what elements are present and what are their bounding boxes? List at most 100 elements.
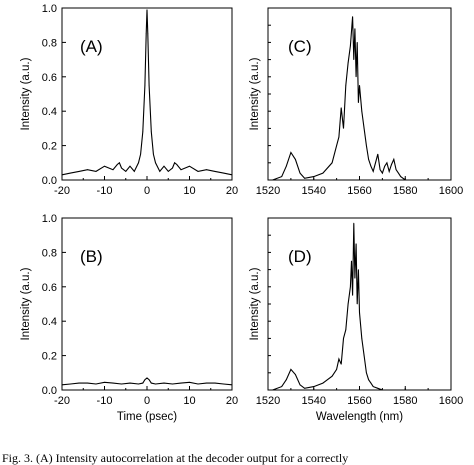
panel-c-xtick-label: 1540: [302, 185, 326, 197]
panel-c: 1520 1540 1560 1580 1600 Intensity (a.u.) (C): [249, 7, 463, 197]
panel-c-data-point: [353, 59, 355, 60]
panel-d-data-point: [345, 329, 347, 331]
panel-a-xtick-label: 20: [226, 185, 238, 197]
panel-d-data-point: [281, 386, 283, 387]
panel-b-data-point: [146, 377, 148, 379]
panel-d-data-point: [304, 387, 305, 389]
panel-d-xtick-label: 1560: [347, 395, 371, 407]
panel-b-ytick-label: 0.6: [42, 282, 57, 294]
panel-a-data-point: [180, 169, 182, 171]
panel-c-data-point: [299, 172, 301, 174]
panel-c-data-point: [381, 172, 383, 174]
panel-c-data-point: [397, 172, 399, 174]
panel-c-data-point: [368, 158, 370, 160]
panel-a-label: (A): [80, 37, 103, 56]
panel-d-data-point: [370, 382, 372, 384]
panel-c-data-point: [347, 62, 349, 64]
panel-a-data-point: [152, 153, 154, 155]
panel-a-data-point: [61, 174, 63, 176]
panel-c-data-point: [336, 145, 338, 147]
panel-c-data-point: [414, 179, 415, 181]
panel-a-data-point: [116, 164, 118, 165]
panel-d-data-point: [313, 386, 315, 387]
panel-d-data-point: [343, 338, 344, 339]
panel-a-data-point: [140, 153, 142, 155]
panel-c-data-point: [388, 171, 390, 172]
panel-d-data-point: [353, 222, 355, 224]
panel-c-data-point: [379, 169, 381, 171]
panel-d-data-point: [340, 363, 342, 365]
panel-a-data-point: [150, 131, 152, 133]
panel-d-data-point: [357, 269, 359, 270]
panel-d-data-point: [361, 338, 363, 339]
panel-d-data-point: [272, 389, 273, 391]
panel-d-data-point: [299, 384, 301, 386]
panel-c-data-point: [281, 176, 283, 177]
panel-a-series-line: [61, 9, 233, 176]
panel-c-ylabel: Intensity (a.u.): [249, 57, 261, 130]
panel-a-data-point: [174, 162, 176, 164]
panel-b-data-point: [231, 384, 233, 386]
panel-d-series-line: [272, 223, 394, 391]
panel-c-data-point: [331, 162, 333, 164]
panel-b-xtick-label: 10: [183, 395, 195, 407]
panel-b-data-point: [129, 382, 131, 384]
panel-a-data-point: [145, 33, 147, 35]
figure-caption: Fig. 3. (A) Intensity autocorrelation at…: [2, 451, 348, 465]
panel-b-xlabel: Time (psec): [117, 411, 177, 423]
panel-d-data-point: [352, 295, 354, 296]
panel-b-data-point: [121, 383, 122, 385]
panel-b-ytick-label: 0.0: [42, 385, 57, 397]
panel-a-data-point: [176, 164, 178, 165]
panel-c-xtick-label: 1520: [256, 185, 280, 197]
panel-a-data-point: [125, 171, 127, 172]
panel-d-xtick-label: 1540: [302, 395, 326, 407]
panel-a-data-point: [172, 167, 173, 169]
panel-c-data-point: [313, 176, 315, 177]
panel-a-data-point: [129, 165, 131, 167]
panel-d-data-point: [363, 355, 365, 356]
panel-a-data-point: [155, 162, 156, 164]
panel-c-data-point: [375, 162, 376, 164]
panel-c-data-point: [304, 177, 305, 179]
panel-c-data-point: [384, 165, 386, 167]
panel-a-data-point: [167, 171, 169, 172]
panel-c-data-point: [295, 158, 296, 160]
panel-a-data-point: [146, 9, 148, 11]
panel-d-data-point: [393, 389, 395, 391]
panel-b-data-point: [214, 382, 216, 384]
panel-b-xtick-label: 0: [144, 395, 150, 407]
panel-c-data-point: [391, 164, 392, 165]
panel-b-data-point: [180, 382, 182, 384]
panel-a-xtick-label: -20: [54, 185, 70, 197]
panel-a-data-point: [78, 171, 80, 172]
panel-a-data-point: [87, 169, 88, 171]
panel-d-data-point: [290, 368, 292, 370]
panel-c-data-point: [356, 42, 358, 43]
panel-d-data-point: [351, 260, 352, 262]
panel-d-xtick-label: 1580: [393, 395, 417, 407]
panel-a: -20 -10 0 10 20 0.0 0.2 0.4 0.6 0.8 1.0 Intensity (…: [20, 3, 238, 197]
panel-a-data-point: [148, 85, 150, 86]
panel-c-data-point: [359, 85, 360, 86]
panel-d-data-point: [285, 379, 287, 381]
panel-a-ytick-label: 0.2: [42, 141, 57, 153]
panel-b-data-point: [144, 379, 146, 381]
panel-c-data-point: [355, 76, 357, 78]
panel-a-data-point: [189, 165, 190, 167]
panel-d-data-point: [372, 386, 374, 387]
panel-c-data-point: [370, 165, 372, 167]
panel-c-data-point: [363, 127, 365, 129]
panel-b-data-point: [197, 383, 199, 385]
panel-d: 1520 1540 1560 1580 1600 Intensity (a.u.) Wave…: [249, 217, 463, 423]
panel-a-ytick-label: 0.6: [42, 72, 57, 84]
panel-d-data-point: [365, 372, 367, 374]
panel-d-xlabel: Wavelength (nm): [316, 411, 403, 423]
panel-b-data-point: [172, 383, 173, 385]
panel-c-data-point: [372, 171, 374, 172]
panel-c-data-point: [352, 16, 354, 17]
panel-d-data-point: [368, 379, 370, 381]
panel-a-data-point: [206, 169, 207, 171]
panel-a-data-point: [223, 172, 224, 174]
